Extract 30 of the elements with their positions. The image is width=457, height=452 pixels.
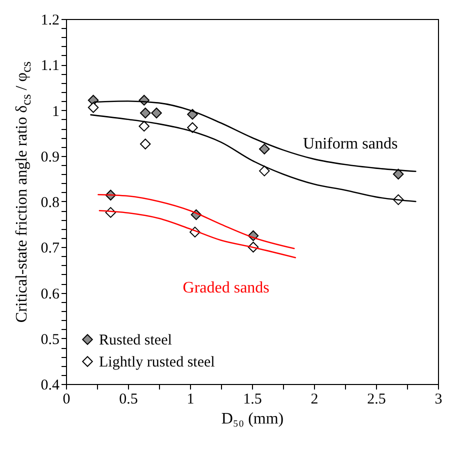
x-tick-label: 0.5 <box>119 392 138 408</box>
series-label: Uniform sands <box>303 135 398 152</box>
x-tick-label: 0 <box>62 392 70 408</box>
y-tick-label: 0.8 <box>40 195 60 211</box>
y-tick-label: 0.5 <box>40 332 60 348</box>
point <box>259 166 270 176</box>
legend-label: Rusted steel <box>99 332 172 348</box>
point <box>392 168 404 180</box>
legend-label: Lightly rusted steel <box>99 354 215 370</box>
y-tick-label: 0.4 <box>40 378 60 394</box>
x-tick-label: 2.5 <box>367 392 386 408</box>
y-tick-label: 0.6 <box>40 286 60 302</box>
x-axis-title: D₅₀ (mm) <box>221 410 284 428</box>
y-tick-label: 1.1 <box>40 58 60 74</box>
point <box>259 144 270 154</box>
point <box>140 108 151 118</box>
point <box>138 120 150 132</box>
point <box>88 102 99 113</box>
x-tick-label: 1.5 <box>243 392 262 408</box>
x-tick-label: 3 <box>434 392 442 408</box>
x-tick-label: 1 <box>186 392 194 408</box>
point <box>187 122 198 133</box>
x-tick-label: 2 <box>310 392 318 408</box>
y-tick-label: 0.7 <box>40 240 60 257</box>
point <box>151 108 162 118</box>
series-label: Graded sands <box>182 280 270 297</box>
y-tick-label: 1.2 <box>40 12 60 28</box>
y-tick-label: 1 <box>52 104 60 120</box>
y-tick-label: 0.9 <box>40 149 60 166</box>
point <box>140 138 151 150</box>
